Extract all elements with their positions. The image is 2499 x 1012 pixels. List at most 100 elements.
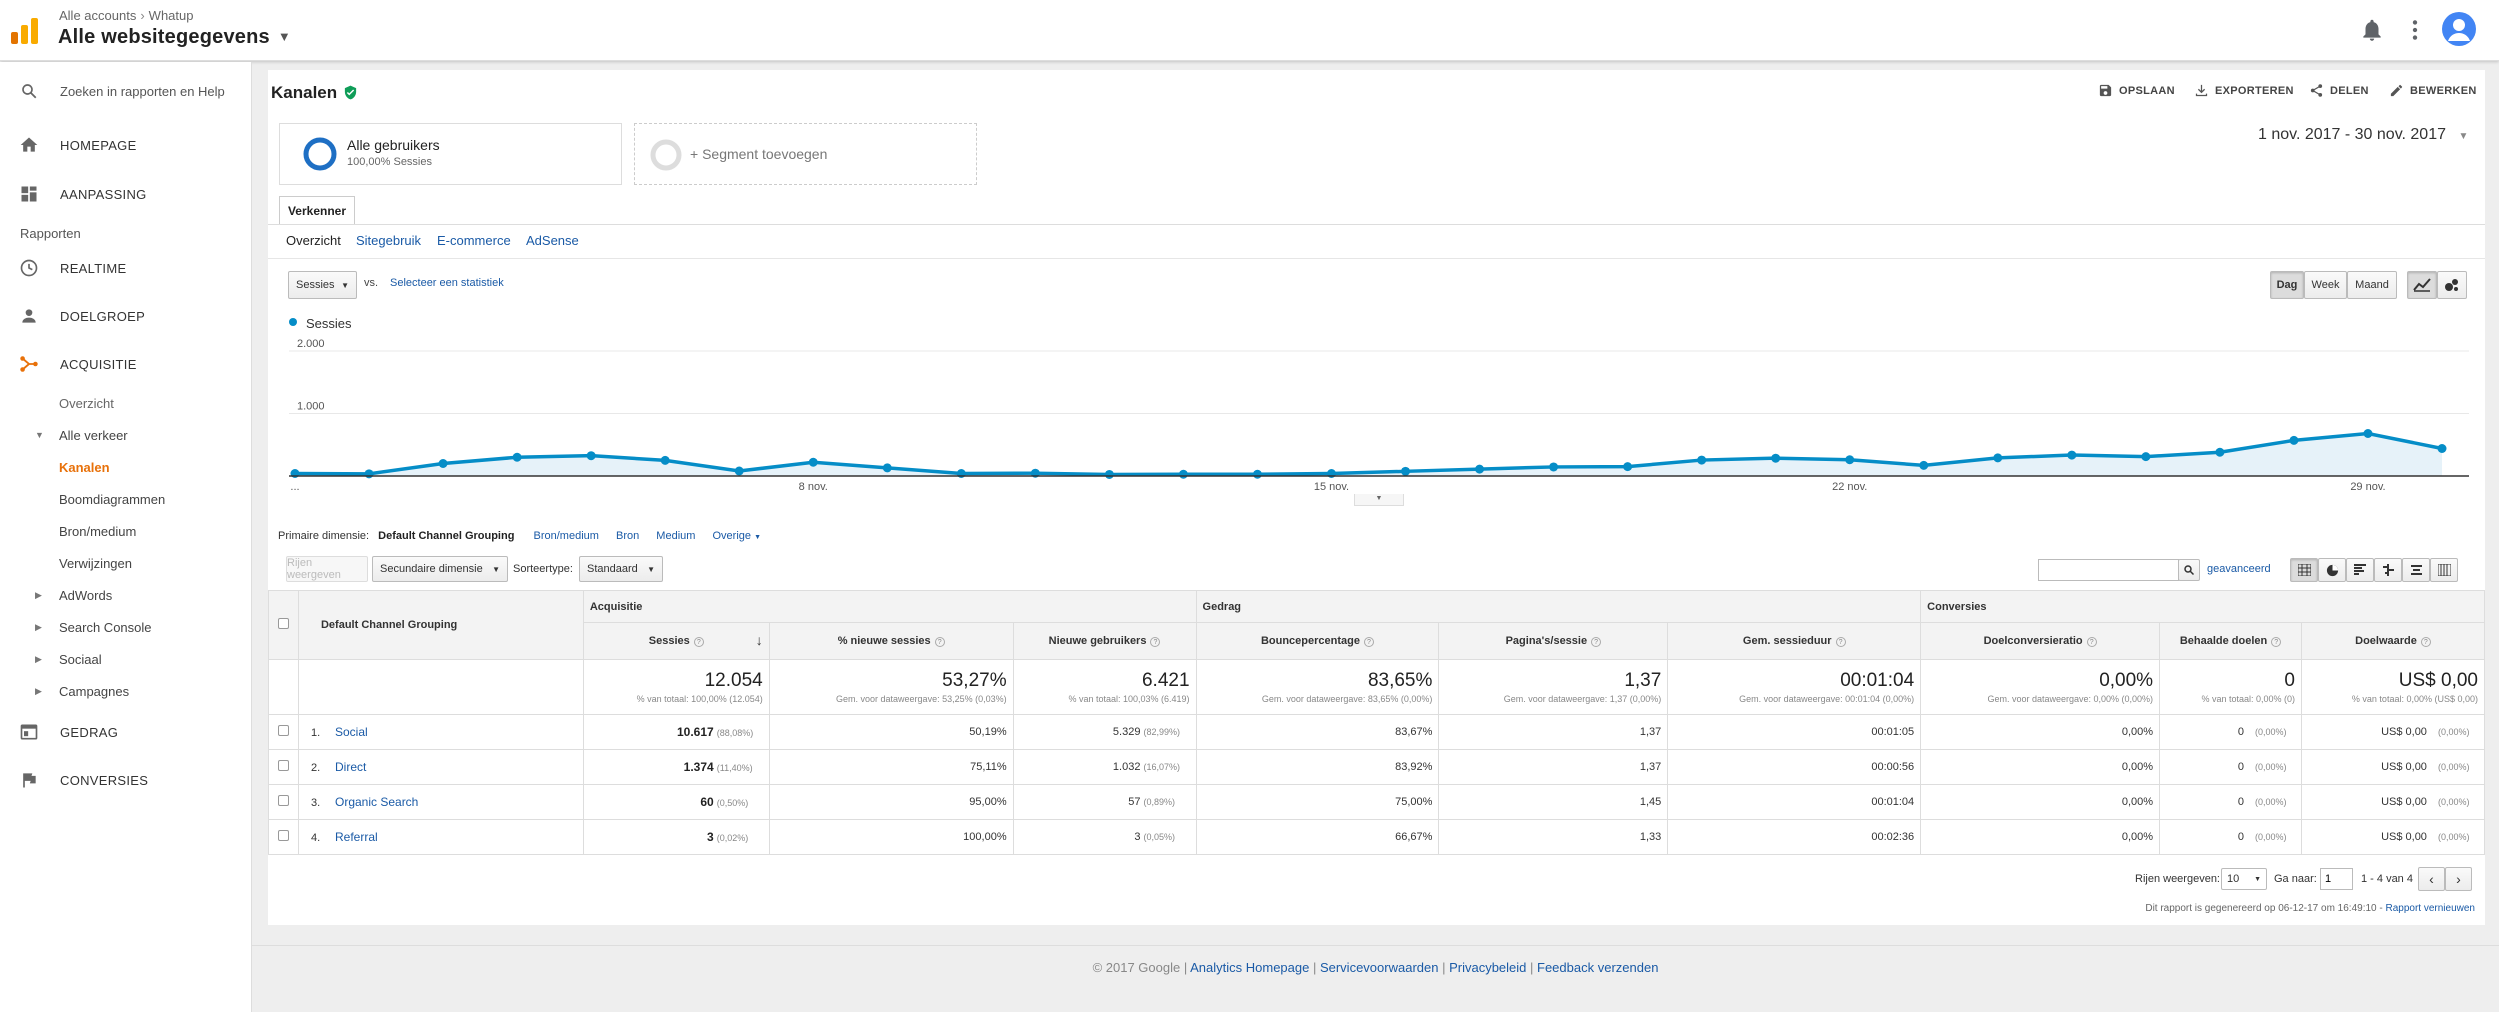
channel-link[interactable]: Organic Search — [334, 795, 419, 809]
more-vert-icon[interactable] — [2402, 17, 2428, 43]
view-term-cloud-button[interactable] — [2402, 558, 2430, 582]
sidebar-item-customization[interactable]: AANPASSING — [0, 174, 252, 214]
col-avg-duration[interactable]: Gem. sessieduur? — [1667, 622, 1922, 660]
sidebar-sub-source-medium[interactable]: Bron/medium — [59, 524, 137, 539]
export-button[interactable]: EXPORTEREN — [2194, 83, 2294, 98]
sidebar-sub-social[interactable]: Sociaal — [59, 652, 102, 667]
sidebar-sub-referrals[interactable]: Verwijzingen — [59, 556, 132, 571]
channel-link[interactable]: Direct — [334, 760, 367, 774]
sidebar-sub-search-console[interactable]: Search Console — [59, 620, 152, 635]
col-bounce-rate[interactable]: Bouncepercentage? — [1195, 622, 1440, 660]
select-all-checkbox[interactable] — [277, 618, 289, 629]
view-comparison-button[interactable] — [2374, 558, 2402, 582]
metric-select[interactable]: Sessies ▼ — [288, 271, 357, 299]
view-pivot-button[interactable] — [2430, 558, 2458, 582]
share-button[interactable]: DELEN — [2309, 83, 2369, 98]
dimension-header[interactable]: Default Channel Grouping — [297, 590, 584, 660]
footer-link-analytics-home[interactable]: Analytics Homepage — [1190, 960, 1310, 975]
tab-explorer[interactable]: Verkenner — [279, 196, 355, 225]
view-performance-button[interactable] — [2346, 558, 2374, 582]
row-checkbox[interactable] — [277, 830, 289, 841]
triangle-down-icon[interactable]: ▼ — [35, 430, 44, 440]
triangle-right-icon[interactable]: ▶ — [35, 590, 42, 600]
rows-per-page-select[interactable]: 10 ▼ — [2221, 868, 2267, 890]
help-icon[interactable]: ? — [1835, 637, 1846, 647]
sidebar-search[interactable]: Zoeken in rapporten en Help — [0, 71, 252, 111]
primary-dim-source-medium[interactable]: Bron/medium — [533, 530, 599, 542]
help-icon[interactable]: ? — [934, 637, 945, 647]
edit-button[interactable]: BEWERKEN — [2389, 83, 2477, 98]
primary-dim-source[interactable]: Bron — [615, 530, 640, 542]
col-goal-conversion[interactable]: Doelconversieratio? — [1920, 622, 2161, 660]
help-icon[interactable]: ? — [2086, 637, 2097, 647]
motion-chart-button[interactable] — [2437, 271, 2467, 299]
table-search-button[interactable] — [2178, 559, 2200, 581]
primary-dim-medium[interactable]: Medium — [656, 530, 696, 542]
triangle-right-icon[interactable]: ▶ — [35, 654, 42, 664]
help-icon[interactable]: ? — [1363, 637, 1374, 647]
subtab-site-usage[interactable]: Sitegebruik — [356, 233, 422, 248]
breadcrumb-all-accounts[interactable]: Alle accounts — [59, 8, 137, 23]
col-sessions[interactable]: Sessies? ↓ — [582, 622, 770, 660]
month-button[interactable]: Maand — [2347, 271, 2397, 299]
segment-all-users[interactable]: Alle gebruikers 100,00% Sessies — [279, 123, 622, 185]
subtab-adsense[interactable]: AdSense — [526, 233, 579, 248]
chart-collapse-handle[interactable]: ▼ — [1354, 494, 1404, 506]
view-table-button[interactable] — [2290, 558, 2318, 582]
help-icon[interactable]: ? — [1150, 637, 1161, 647]
refresh-report-link[interactable]: Rapport vernieuwen — [2385, 903, 2476, 914]
advanced-filter-link[interactable]: geavanceerd — [2207, 563, 2271, 575]
row-checkbox[interactable] — [277, 795, 289, 806]
plot-rows-button[interactable]: Rijen weergeven — [286, 556, 368, 582]
sidebar-sub-adwords[interactable]: AdWords — [59, 588, 113, 603]
view-pie-button[interactable] — [2318, 558, 2346, 582]
channel-link[interactable]: Referral — [334, 830, 378, 844]
day-button[interactable]: Dag — [2270, 271, 2304, 299]
footer-link-feedback[interactable]: Feedback verzenden — [1537, 960, 1659, 975]
help-icon[interactable]: ? — [2271, 637, 2282, 647]
date-range-selector[interactable]: 1 nov. 2017 - 30 nov. 2017 ▼ — [2258, 126, 2468, 144]
analytics-logo[interactable] — [11, 18, 39, 44]
channel-link[interactable]: Social — [334, 725, 368, 739]
sidebar-item-behavior[interactable]: GEDRAG — [0, 712, 252, 752]
row-checkbox[interactable] — [277, 725, 289, 736]
sidebar-sub-all-traffic[interactable]: Alle verkeer — [59, 428, 128, 443]
add-segment-button[interactable]: + Segment toevoegen — [634, 123, 977, 185]
goto-input[interactable] — [2320, 868, 2353, 890]
sidebar-sub-campaigns[interactable]: Campagnes — [59, 684, 130, 699]
col-new-sessions-pct[interactable]: % nieuwe sessies? — [768, 622, 1014, 660]
help-icon[interactable]: ? — [1591, 637, 1602, 647]
row-checkbox[interactable] — [277, 760, 289, 771]
footer-link-terms[interactable]: Servicevoorwaarden — [1319, 960, 1439, 975]
prev-page-button[interactable]: ‹ — [2418, 867, 2445, 891]
sidebar-sub-channels[interactable]: Kanalen — [59, 460, 110, 475]
table-search-input[interactable] — [2038, 559, 2179, 581]
sidebar-sub-treemaps[interactable]: Boomdiagrammen — [59, 492, 166, 507]
sidebar-item-homepage[interactable]: HOMEPAGE — [0, 125, 252, 165]
sidebar-item-audience[interactable]: DOELGROEP — [0, 296, 252, 336]
secondary-dimension-select[interactable]: Secundaire dimensie ▼ — [372, 556, 508, 582]
sidebar-sub-overview[interactable]: Overzicht — [59, 396, 114, 411]
line-chart-button[interactable] — [2407, 271, 2437, 299]
subtab-overview[interactable]: Overzicht — [286, 233, 341, 248]
sidebar-item-acquisition[interactable]: ACQUISITIE — [0, 344, 252, 384]
breadcrumb-account[interactable]: Whatup — [148, 8, 194, 23]
bell-icon[interactable] — [2359, 17, 2385, 43]
sort-type-select[interactable]: Standaard ▼ — [579, 556, 663, 582]
sidebar-item-realtime[interactable]: REALTIME — [0, 248, 252, 288]
help-icon[interactable]: ? — [2420, 637, 2431, 647]
primary-dim-current[interactable]: Default Channel Grouping — [378, 530, 515, 542]
sidebar-item-conversions[interactable]: CONVERSIES — [0, 760, 252, 800]
triangle-right-icon[interactable]: ▶ — [35, 622, 42, 632]
week-button[interactable]: Week — [2304, 271, 2347, 299]
triangle-right-icon[interactable]: ▶ — [35, 686, 42, 696]
primary-dim-other[interactable]: Overige ▼ — [712, 530, 761, 542]
col-goal-value[interactable]: Doelwaarde? — [2301, 622, 2485, 660]
property-selector[interactable]: Alle websitegegevens ▼ — [58, 26, 291, 49]
subtab-ecommerce[interactable]: E-commerce — [437, 233, 511, 248]
search-input[interactable]: Zoeken in rapporten en Help — [60, 83, 225, 99]
col-new-users[interactable]: Nieuwe gebruikers? — [1012, 622, 1197, 660]
footer-link-privacy[interactable]: Privacybeleid — [1449, 960, 1527, 975]
select-stat-link[interactable]: Selecteer een statistiek — [390, 277, 504, 289]
help-icon[interactable]: ? — [693, 637, 704, 647]
